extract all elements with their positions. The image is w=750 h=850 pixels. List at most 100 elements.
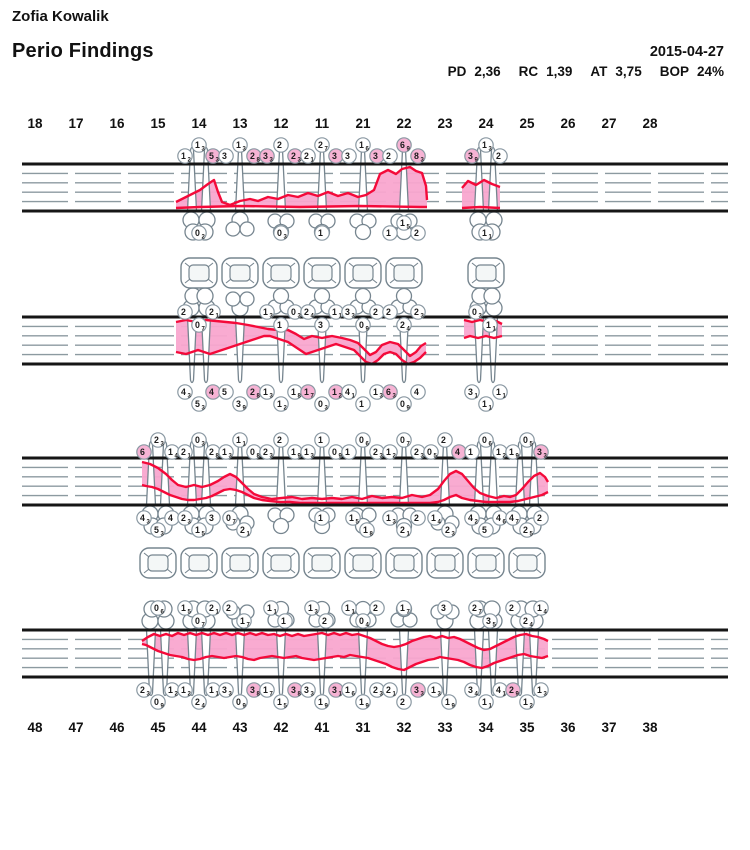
svg-text:4: 4 [455, 447, 460, 457]
svg-text:1: 1 [308, 603, 313, 613]
svg-text:1: 1 [318, 228, 323, 238]
site-value-badge [492, 148, 508, 164]
site-value-badge [300, 444, 316, 460]
svg-text:1: 1 [222, 447, 227, 457]
occlusal-tooth-31 [344, 547, 382, 579]
svg-text:9: 9 [366, 704, 370, 710]
svg-text:4: 4 [496, 685, 501, 695]
stat-label: AT [590, 64, 608, 79]
svg-text:3: 3 [188, 520, 192, 526]
occlusal-tooth-32 [385, 547, 423, 579]
stat-value: 1,39 [546, 64, 573, 79]
svg-text:1: 1 [304, 387, 309, 397]
site-value-badge [482, 613, 498, 629]
tooth-24-values: 0 31 13 11 11 1 [464, 304, 508, 412]
site-value-badge [410, 682, 426, 698]
svg-text:1: 1 [216, 610, 220, 616]
svg-text:1: 1 [431, 513, 436, 523]
svg-text:3: 3 [270, 454, 274, 460]
svg-text:2: 2 [414, 307, 419, 317]
svg-text:8: 8 [370, 532, 374, 538]
svg-text:1: 1 [304, 447, 309, 457]
tooth-11-values: 2 431 11 70 31 2 [300, 304, 344, 412]
svg-text:1: 1 [386, 513, 391, 523]
site-value-badge [468, 600, 484, 616]
svg-text:0: 0 [332, 447, 337, 457]
svg-text:3: 3 [229, 454, 233, 460]
svg-text:4: 4 [202, 704, 206, 710]
site-value-badge [478, 694, 494, 710]
site-value-badge [464, 148, 480, 164]
tooth-32-values: 1 72 123 3 [382, 600, 426, 710]
site-value-badge [218, 444, 234, 460]
svg-text:0: 0 [195, 616, 200, 626]
site-value-badge [396, 522, 412, 538]
svg-text:1: 1 [537, 685, 542, 695]
svg-text:2: 2 [188, 158, 192, 164]
site-value-badge [314, 317, 330, 333]
site-value-badge [533, 510, 549, 526]
svg-text:2: 2 [277, 435, 282, 445]
svg-text:3: 3 [250, 685, 255, 695]
svg-text:0: 0 [359, 616, 364, 626]
svg-text:2: 2 [188, 692, 192, 698]
tooth-22-values: 22 42 36 30 94 [382, 304, 426, 412]
site-value-badge [150, 432, 166, 448]
tooth-number-41: 41 [314, 720, 330, 735]
occlusal-tooth-21 [344, 257, 382, 289]
site-value-badge [259, 682, 275, 698]
svg-text:4: 4 [345, 387, 350, 397]
svg-text:3: 3 [479, 314, 483, 320]
site-value-badge [259, 444, 275, 460]
svg-text:3: 3 [311, 454, 315, 460]
site-value-badge [382, 148, 398, 164]
site-value-badge [410, 225, 426, 241]
svg-text:3: 3 [421, 314, 425, 320]
svg-text:9: 9 [407, 406, 411, 412]
site-value-badge [519, 522, 535, 538]
svg-text:3: 3 [421, 692, 425, 698]
site-value-badge [359, 522, 375, 538]
svg-text:5: 5 [209, 151, 214, 161]
svg-text:9: 9 [516, 454, 520, 460]
svg-text:1: 1 [243, 442, 247, 448]
svg-text:1: 1 [489, 235, 493, 241]
site-value-badge [191, 613, 207, 629]
pocket-depth-line [175, 334, 427, 366]
svg-text:7: 7 [202, 327, 206, 333]
svg-text:3: 3 [441, 603, 446, 613]
svg-text:4: 4 [414, 387, 419, 397]
gingival-margin-line [461, 178, 501, 189]
svg-text:5: 5 [530, 442, 534, 448]
svg-text:6: 6 [489, 442, 493, 448]
lower-teeth-numbers: 48 47 46 45 44 43 42 41 31 32 33 34 35 36 37 38 [27, 720, 658, 735]
svg-text:1: 1 [318, 697, 323, 707]
svg-text:2: 2 [209, 307, 214, 317]
site-value-badge [273, 694, 289, 710]
tooth-number-47: 47 [68, 720, 83, 735]
site-value-badge [519, 613, 535, 629]
svg-text:7: 7 [247, 623, 251, 629]
svg-text:0: 0 [482, 435, 487, 445]
svg-text:1: 1 [352, 394, 356, 400]
svg-text:1: 1 [482, 228, 487, 238]
tooth-21-values: 31 63 [341, 137, 385, 164]
svg-text:7: 7 [325, 147, 329, 153]
tooth-14-values: 1 21 35 30 2 [177, 137, 221, 241]
tooth-number-45: 45 [150, 720, 166, 735]
site-value-badge [396, 137, 412, 153]
svg-text:2: 2 [496, 151, 501, 161]
svg-text:7: 7 [233, 520, 237, 526]
pocket-depth-line [463, 334, 503, 340]
svg-text:9: 9 [243, 704, 247, 710]
band-lower-buccal: 0 62 30 91 21 50 72 11 22 41 121 73 30 93 81 111 71 53 81 3… [22, 600, 728, 710]
svg-text:2: 2 [284, 406, 288, 412]
svg-text:3: 3 [489, 147, 493, 153]
site-value-badge [468, 304, 484, 320]
site-value-badge [236, 522, 252, 538]
svg-text:1: 1 [359, 140, 364, 150]
svg-text:4: 4 [407, 327, 411, 333]
svg-text:3: 3 [345, 307, 350, 317]
stat-value: 3,75 [615, 64, 642, 79]
